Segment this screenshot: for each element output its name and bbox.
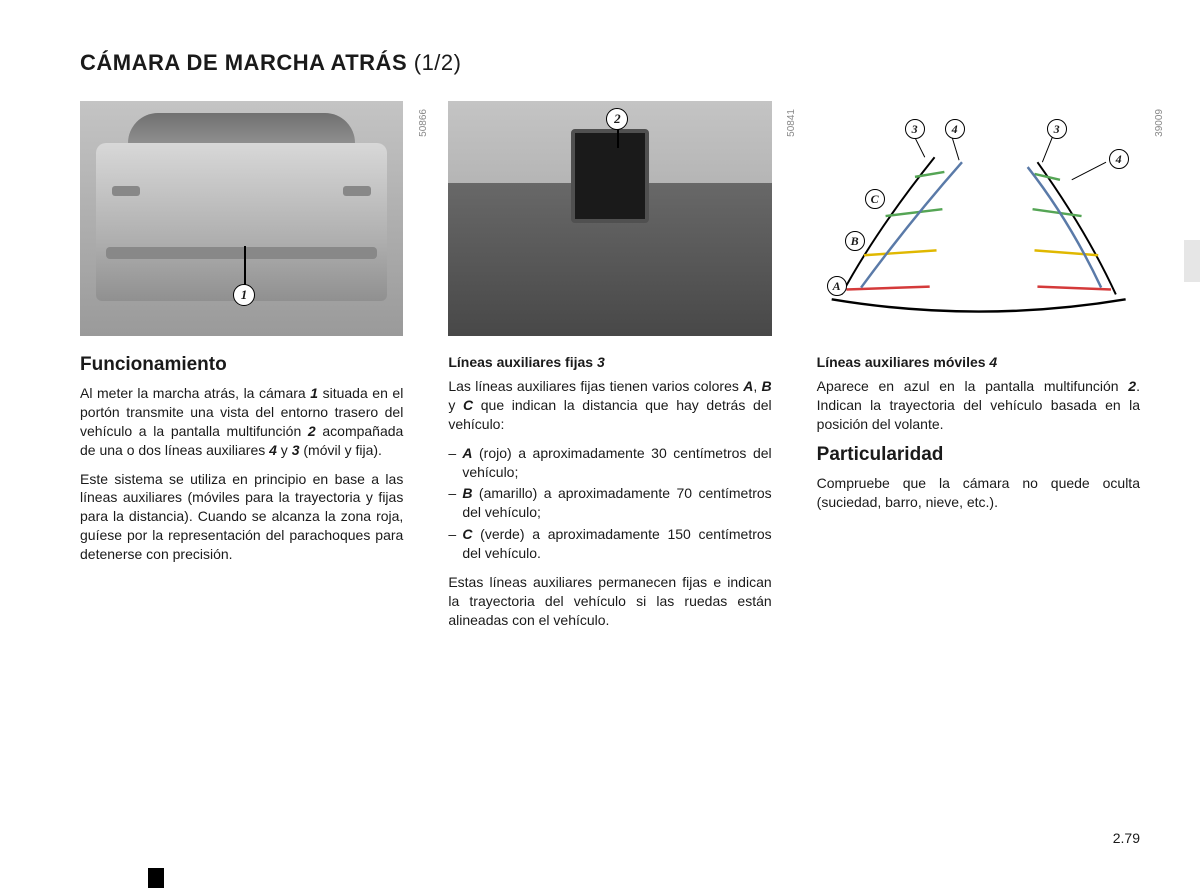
footer-mark <box>148 868 164 888</box>
diagram-label-C: C <box>865 189 885 209</box>
title-main: CÁMARA DE MARCHA ATRÁS <box>80 50 407 75</box>
title-part: (1/2) <box>414 50 462 75</box>
list-item: A (rojo) a aproximadamente 30 centímetro… <box>462 444 771 482</box>
subheading-mobile-lines: Líneas auxiliares móviles 4 <box>817 354 1140 370</box>
column-3: 39009 <box>817 101 1140 640</box>
diagram-label-3: 3 <box>905 119 925 139</box>
subheading-fixed-lines: Líneas auxiliares fijas 3 <box>448 354 771 370</box>
col2-para-1: Las líneas auxiliares fijas tienen vario… <box>448 377 771 434</box>
multifunction-screen <box>571 129 649 223</box>
figure-vehicle-rear: 50866 1 <box>80 101 403 336</box>
col3-para-1: Aparece en azul en la pantalla multifunc… <box>817 377 1140 434</box>
heading-funcionamiento: Funcionamiento <box>80 354 403 376</box>
page-title: CÁMARA DE MARCHA ATRÁS (1/2) <box>80 50 1140 76</box>
diagram-label-3b: 3 <box>1047 119 1067 139</box>
figure-ref-2: 50841 <box>786 109 797 137</box>
dashboard-illustration <box>448 101 771 336</box>
col1-para-1: Al meter la marcha atrás, la cámara 1 si… <box>80 384 403 460</box>
heading-particularidad: Particularidad <box>817 444 1140 466</box>
col1-para-2: Este sistema se utiliza en principio en … <box>80 470 403 564</box>
diagram-label-A: A <box>827 276 847 296</box>
section-tab <box>1184 240 1200 282</box>
col3-para-2: Compruebe que la cámara no quede oculta … <box>817 474 1140 512</box>
column-1: 50866 1 Funcionamiento Al meter la march… <box>80 101 403 640</box>
list-item: B (amarillo) a aproximadamente 70 centím… <box>462 484 771 522</box>
callout-1: 1 <box>233 284 255 306</box>
diagram-label-4: 4 <box>945 119 965 139</box>
figure-dashboard: 50841 2 <box>448 101 771 336</box>
figure-ref-1: 50866 <box>417 109 428 137</box>
col2-para-2: Estas líneas auxiliares permanecen fijas… <box>448 573 771 630</box>
distance-list: A (rojo) a aproximadamente 30 centímetro… <box>448 444 771 563</box>
content-columns: 50866 1 Funcionamiento Al meter la march… <box>80 101 1140 640</box>
list-item: C (verde) a aproximadamente 150 centímet… <box>462 525 771 563</box>
diagram-label-B: B <box>845 231 865 251</box>
figure-ref-3: 39009 <box>1154 109 1165 137</box>
diagram-label-4b: 4 <box>1109 149 1129 169</box>
page-number: 2.79 <box>1113 830 1140 846</box>
diagram-svg <box>817 101 1140 336</box>
guideline-diagram: 3 4 3 4 C B A <box>817 101 1140 336</box>
figure-diagram: 39009 <box>817 101 1140 336</box>
column-2: 50841 2 Líneas auxiliares fijas 3 Las lí… <box>448 101 771 640</box>
